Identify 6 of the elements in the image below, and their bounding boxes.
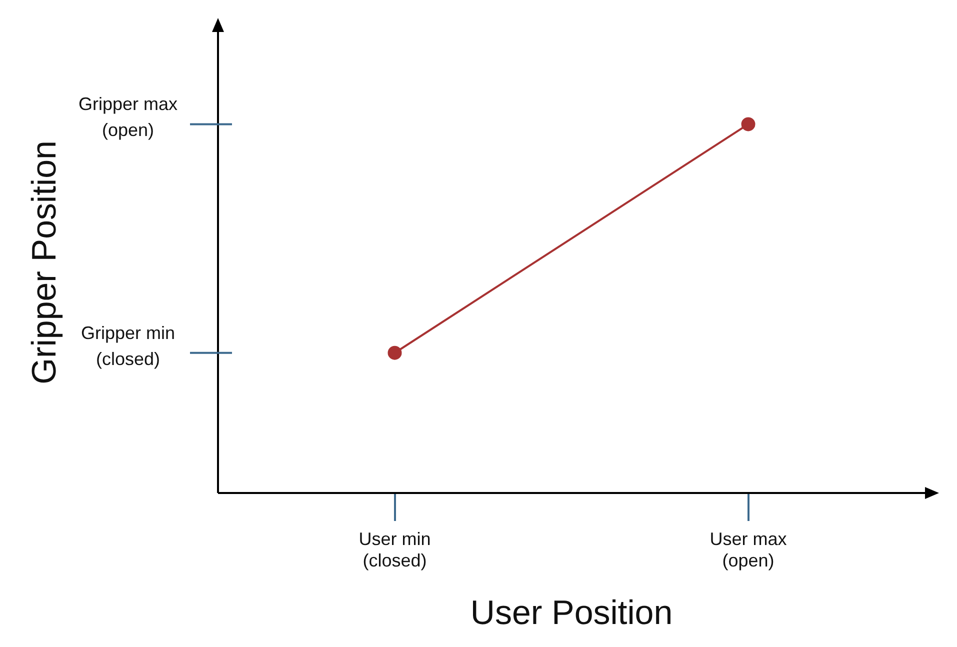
- ref-line-label: Gripper min (closed): [80, 322, 176, 369]
- ref-line-label: Gripper max (open): [78, 94, 178, 140]
- x-tick-label: User max (open): [710, 528, 787, 570]
- x-tick-label: User min (closed): [358, 528, 431, 570]
- y-axis-title: Gripper Position: [25, 140, 64, 384]
- x-axis-title: User Position: [470, 594, 673, 632]
